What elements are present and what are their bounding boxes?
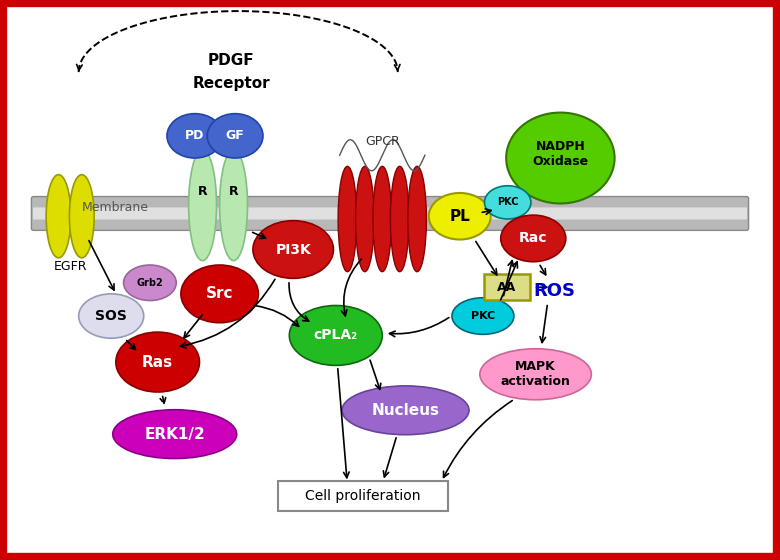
- Ellipse shape: [220, 150, 247, 260]
- FancyBboxPatch shape: [33, 207, 747, 220]
- Text: GPCR: GPCR: [365, 135, 399, 148]
- Text: PL: PL: [449, 209, 470, 224]
- Ellipse shape: [429, 193, 491, 240]
- FancyBboxPatch shape: [31, 197, 749, 230]
- FancyBboxPatch shape: [484, 274, 530, 300]
- Text: PKC: PKC: [471, 311, 495, 321]
- Text: Membrane: Membrane: [82, 202, 148, 214]
- Ellipse shape: [373, 166, 392, 272]
- Ellipse shape: [356, 166, 374, 272]
- Text: ROS: ROS: [534, 282, 575, 300]
- Text: ERK1/2: ERK1/2: [144, 427, 205, 442]
- Text: Ras: Ras: [142, 354, 173, 370]
- Ellipse shape: [501, 215, 566, 262]
- Text: PKC: PKC: [497, 197, 519, 207]
- Text: PD: PD: [185, 129, 204, 142]
- Ellipse shape: [452, 298, 514, 334]
- Ellipse shape: [390, 166, 409, 272]
- Ellipse shape: [167, 114, 223, 158]
- Text: PDGF: PDGF: [208, 54, 254, 68]
- Text: AA: AA: [498, 281, 516, 293]
- Text: cPLA₂: cPLA₂: [314, 329, 358, 343]
- Text: Rac: Rac: [519, 231, 548, 245]
- Text: Src: Src: [206, 286, 233, 301]
- Ellipse shape: [46, 175, 71, 258]
- Ellipse shape: [408, 166, 427, 272]
- Ellipse shape: [289, 306, 382, 365]
- Text: NADPH
Oxidase: NADPH Oxidase: [532, 139, 588, 167]
- Text: PI3K: PI3K: [275, 242, 311, 256]
- FancyBboxPatch shape: [278, 481, 448, 511]
- Ellipse shape: [480, 349, 591, 400]
- Ellipse shape: [181, 265, 258, 323]
- Ellipse shape: [207, 114, 263, 158]
- Ellipse shape: [484, 186, 531, 219]
- Ellipse shape: [189, 150, 217, 260]
- Text: Cell proliferation: Cell proliferation: [305, 489, 420, 503]
- Ellipse shape: [113, 410, 236, 459]
- Text: MAPK
activation: MAPK activation: [501, 360, 570, 388]
- Ellipse shape: [342, 386, 469, 435]
- Ellipse shape: [506, 113, 615, 203]
- Ellipse shape: [123, 265, 176, 301]
- Text: R: R: [229, 185, 239, 198]
- Ellipse shape: [338, 166, 356, 272]
- Ellipse shape: [69, 175, 94, 258]
- Ellipse shape: [79, 294, 144, 338]
- Text: R: R: [198, 185, 207, 198]
- Text: SOS: SOS: [95, 309, 127, 323]
- Text: Grb2: Grb2: [136, 278, 163, 288]
- Text: Receptor: Receptor: [193, 76, 270, 91]
- Ellipse shape: [116, 332, 200, 392]
- Text: GF: GF: [225, 129, 244, 142]
- Text: Nucleus: Nucleus: [371, 403, 439, 418]
- Text: EGFR: EGFR: [53, 260, 87, 273]
- Ellipse shape: [253, 221, 334, 278]
